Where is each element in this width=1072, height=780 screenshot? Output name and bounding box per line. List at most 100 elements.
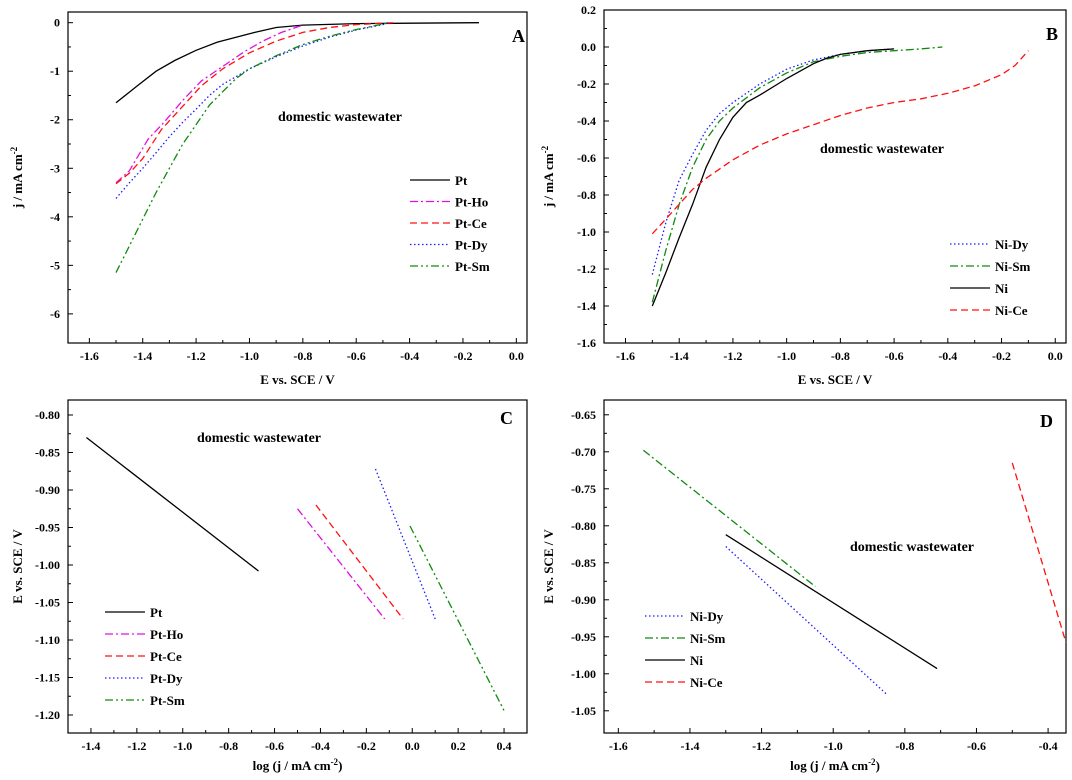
x-tick-label: -1.2 — [187, 349, 206, 363]
y-tick-label: 0.0 — [581, 40, 596, 54]
legend-label-pt-dy: Pt-Dy — [455, 238, 488, 253]
y-axis-title: j / mA cm-2 — [540, 145, 556, 208]
y-axis-title: E vs. SCE / V — [541, 529, 556, 604]
y-axis-title: j / mA cm-2 — [9, 146, 25, 209]
y-tick-label: -0.80 — [35, 408, 60, 422]
series-line-pt-sm — [409, 525, 505, 711]
y-tick-label: -1.05 — [35, 596, 60, 610]
x-tick-label: -0.2 — [992, 349, 1011, 363]
legend-label-pt-ce: Pt-Ce — [455, 216, 487, 231]
x-tick-label: -0.4 — [1039, 739, 1058, 753]
x-tick-label: -1.0 — [824, 739, 843, 753]
plot-frame — [67, 399, 528, 734]
x-tick-label: -1.2 — [723, 349, 742, 363]
y-tick-label: -5 — [50, 258, 60, 272]
series-line-ni-ce — [651, 50, 1029, 235]
annotation-domestic-wastewater: domestic wastewater — [850, 540, 974, 555]
annotation-domestic-wastewater: domestic wastewater — [197, 431, 321, 446]
legend-label-pt-ho: Pt-Ho — [150, 627, 183, 642]
x-tick-label: -0.4 — [938, 349, 957, 363]
y-tick-label: -0.95 — [571, 630, 596, 644]
x-tick-label: -1.0 — [777, 349, 796, 363]
x-tick-label: 0.0 — [405, 739, 420, 753]
panel-letter: D — [1040, 411, 1053, 431]
x-tick-label: -0.4 — [400, 349, 419, 363]
series-line-ni-dy — [651, 48, 895, 275]
legend-label-ni-dy: Ni-Dy — [690, 609, 724, 624]
series-line-ni — [725, 534, 938, 670]
y-tick-label: -1.6 — [577, 336, 596, 350]
series-line-pt — [86, 436, 259, 572]
x-tick-label: -1.4 — [133, 349, 152, 363]
series-line-ni-dy — [725, 546, 888, 695]
legend-label-ni-dy: Ni-Dy — [995, 237, 1029, 252]
series-line-ni — [651, 48, 895, 307]
y-tick-label: -0.90 — [571, 593, 596, 607]
legend-label-ni-sm: Ni-Sm — [995, 259, 1031, 274]
legend-label-pt-sm: Pt-Sm — [150, 693, 185, 708]
legend-label-ni: Ni — [690, 653, 703, 668]
x-tick-label: -0.6 — [967, 739, 986, 753]
y-tick-label: -1.05 — [571, 704, 596, 718]
y-tick-label: -0.70 — [571, 445, 596, 459]
x-tick-label: -1.2 — [752, 739, 771, 753]
x-tick-label: -1.4 — [81, 739, 100, 753]
series-line-ni-sm — [642, 449, 816, 588]
series-line-pt-ho — [296, 508, 386, 620]
x-axis-title: E vs. SCE / V — [260, 372, 335, 387]
legend-label-pt-ho: Pt-Ho — [455, 195, 488, 210]
y-tick-label: -0.65 — [571, 408, 596, 422]
series-line-pt — [115, 22, 480, 104]
x-tick-label: -1.6 — [80, 349, 99, 363]
series-line-pt-sm — [115, 22, 389, 273]
x-tick-label: -1.0 — [173, 739, 192, 753]
chart-panel-a: -1.6 -1.4 -1.2 -1.0 -0.8 -0.6 -0.4 -0.2 0.0 0 -1 -2… — [9, 11, 528, 387]
y-tick-label: -0.85 — [571, 556, 596, 570]
series-line-pt-dy — [374, 468, 436, 620]
legend-label-pt-dy: Pt-Dy — [150, 671, 183, 686]
y-tick-label: -0.80 — [571, 519, 596, 533]
panel-letter: B — [1046, 24, 1058, 44]
legend-label-pt-ce: Pt-Ce — [150, 649, 182, 664]
x-tick-label: -0.2 — [357, 739, 376, 753]
y-tick-label: -0.6 — [577, 151, 596, 165]
legend-label-pt: Pt — [455, 173, 468, 188]
x-tick-label: -0.6 — [265, 739, 284, 753]
x-tick-label: 0.4 — [497, 739, 512, 753]
y-tick-label: -0.8 — [577, 188, 596, 202]
plot-frame — [67, 11, 528, 344]
annotation-domestic-wastewater: domestic wastewater — [278, 110, 402, 125]
y-tick-label: -1.0 — [577, 225, 596, 239]
y-tick-label: -1.4 — [577, 299, 596, 313]
plot-frame — [603, 399, 1067, 734]
y-tick-label: -2 — [50, 113, 60, 127]
y-tick-label: -1.15 — [35, 671, 60, 685]
x-tick-label: -1.2 — [127, 739, 146, 753]
y-tick-label: -0.4 — [577, 114, 596, 128]
x-axis-title: log (j / mA cm-2) — [790, 757, 880, 773]
legend-label-pt: Pt — [150, 605, 163, 620]
x-tick-label: -0.6 — [347, 349, 366, 363]
y-tick-label: -0.2 — [577, 77, 596, 91]
y-tick-label: -1.10 — [35, 633, 60, 647]
y-tick-label: -3 — [50, 161, 60, 175]
x-tick-label: -1.6 — [616, 349, 635, 363]
y-tick-label: -0.95 — [35, 521, 60, 535]
y-tick-label: -1.2 — [577, 262, 596, 276]
x-tick-label: -1.4 — [670, 349, 689, 363]
annotation-domestic-wastewater: domestic wastewater — [820, 142, 944, 157]
x-tick-label: -0.8 — [895, 739, 914, 753]
x-tick-label: -0.6 — [885, 349, 904, 363]
y-tick-label: -6 — [50, 307, 60, 321]
series-line-ni-ce — [1011, 462, 1067, 643]
y-tick-label: -1 — [50, 64, 60, 78]
y-tick-label: -0.75 — [571, 482, 596, 496]
y-tick-label: 0.2 — [581, 3, 596, 17]
panel-letter: C — [500, 408, 513, 428]
series-line-pt-ce — [315, 504, 404, 620]
y-tick-label: -1.00 — [571, 667, 596, 681]
x-axis-title: E vs. SCE / V — [798, 372, 873, 387]
series-line-pt-ho — [115, 24, 304, 184]
y-tick-label: -0.85 — [35, 446, 60, 460]
y-tick-label: -1.00 — [35, 558, 60, 572]
